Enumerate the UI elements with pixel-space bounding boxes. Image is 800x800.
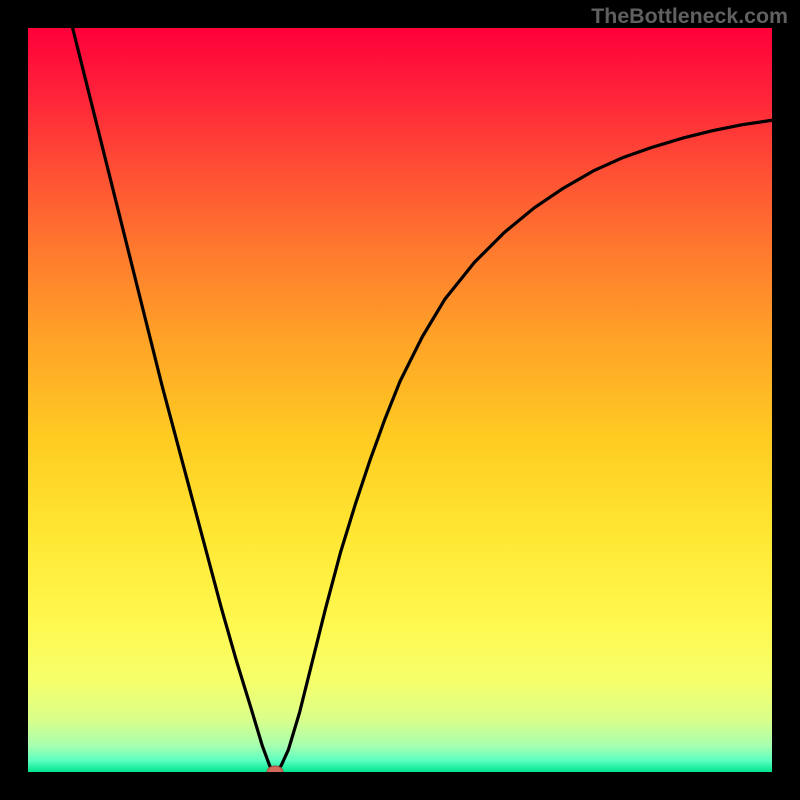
plot-background [28,28,772,772]
watermark-text: TheBottleneck.com [591,4,788,29]
chart-container: TheBottleneck.com [0,0,800,800]
bottleneck-chart-svg [0,0,800,800]
